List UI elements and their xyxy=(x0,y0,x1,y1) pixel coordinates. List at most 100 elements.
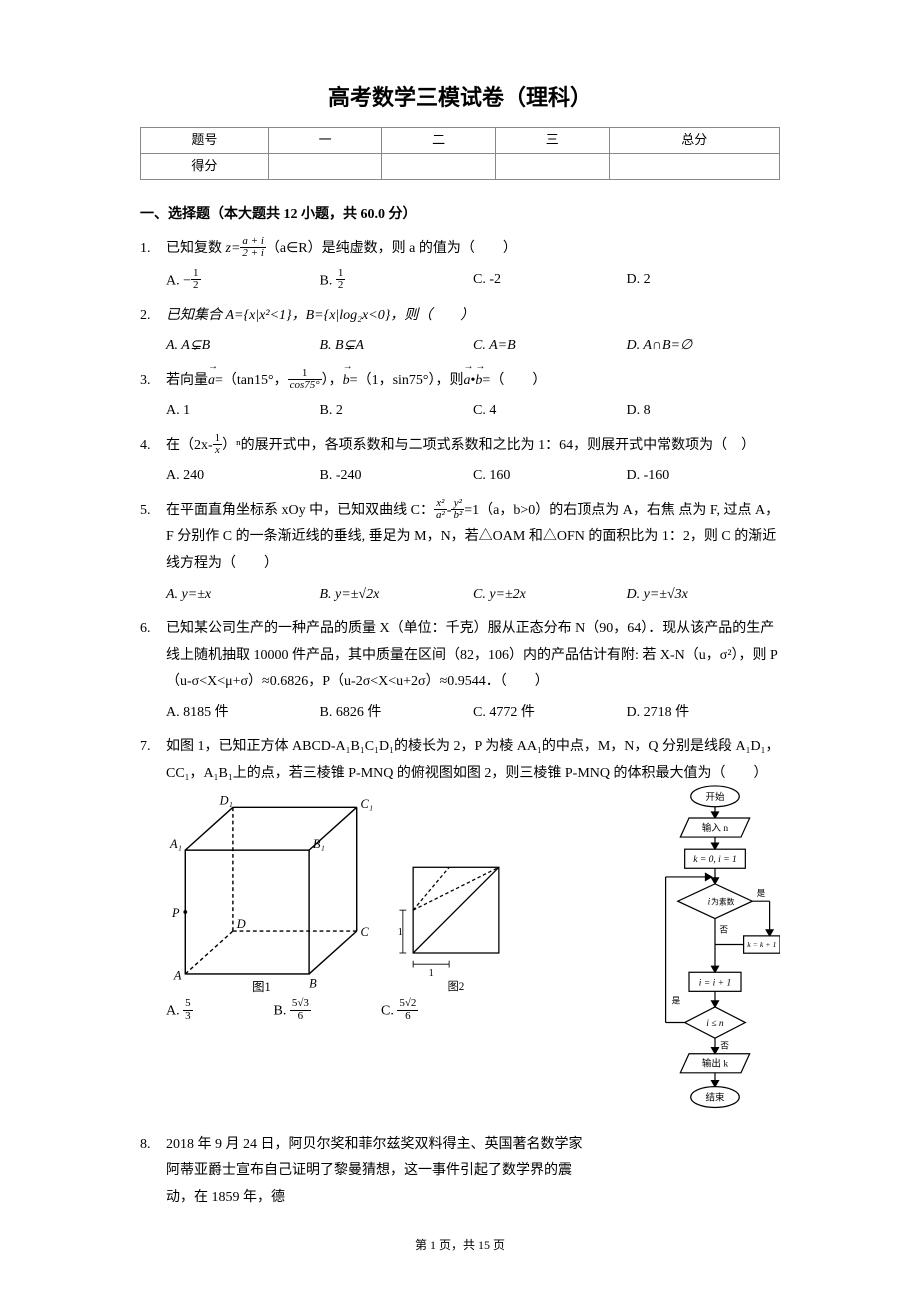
question-7: 7. 如图 1，已知正方体 ABCD-A₁B₁C₁D₁的棱长为 2，P 为棱 A… xyxy=(140,734,780,1122)
svg-text:A₁: A₁ xyxy=(169,838,182,852)
qnum: 5. xyxy=(140,498,166,522)
svg-text:k = 0, i = 1: k = 0, i = 1 xyxy=(693,856,737,866)
cube-svg: A B C D A₁ B₁ C₁ D₁ P 图1 xyxy=(166,793,376,993)
option-b: B. 6826 件 xyxy=(320,702,474,724)
stem: 若向量a=（tan15°，1cos75°），b=（1，sin75°），则a•b=… xyxy=(166,368,780,395)
stem: 在平面直角坐标系 xOy 中，已知双曲线 C：x²a²-y²b²=1（a，b>0… xyxy=(166,498,780,578)
svg-text:1: 1 xyxy=(429,968,434,979)
td-score-label: 得分 xyxy=(141,153,269,179)
option-d: D. A∩B=∅ xyxy=(627,335,781,357)
option-d: D. y=±√3x xyxy=(627,584,781,606)
option-d: D. 2718 件 xyxy=(627,702,781,724)
qnum: 6. xyxy=(140,616,166,640)
th-total: 总分 xyxy=(609,128,779,154)
option-d xyxy=(489,999,597,1023)
question-8: 8. 2018 年 9 月 24 日，阿贝尔奖和菲尔兹奖双料得主、英国著名数学家… xyxy=(140,1132,780,1218)
options: A. y=±x B. y=±√2x C. y=±2x D. y=±√3x xyxy=(166,584,780,606)
option-b: B. 5√36 xyxy=(274,999,382,1023)
stem: 已知某公司生产的一种产品的质量 X（单位：千克）服从正态分布 N（90，64）．… xyxy=(166,616,780,696)
option-a: A. 240 xyxy=(166,465,320,487)
question-6: 6. 已知某公司生产的一种产品的质量 X（单位：千克）服从正态分布 N（90，6… xyxy=(140,616,780,724)
stem: 已知复数 z=a + i2 + i（a∈R）是纯虚数，则 a 的值为（ ） xyxy=(166,236,780,263)
td-blank xyxy=(495,153,609,179)
options: A. A⊊B B. B⊊A C. A=B D. A∩B=∅ xyxy=(166,335,780,357)
qnum: 4. xyxy=(140,433,166,457)
option-c: C. 4 xyxy=(473,400,627,422)
svg-text:i ≤ n: i ≤ n xyxy=(706,1019,724,1029)
svg-text:输入 n: 输入 n xyxy=(702,822,728,834)
option-a: A. 53 xyxy=(166,999,274,1023)
qnum: 8. xyxy=(140,1132,166,1156)
stem: 在（2x-1x）ⁿ的展开式中，各项系数和与二项式系数和之比为 1：64，则展开式… xyxy=(166,433,780,460)
topview-svg: 1 1 图2 xyxy=(396,853,516,993)
score-table: 题号 一 二 三 总分 得分 xyxy=(140,127,780,180)
svg-text:B₁: B₁ xyxy=(313,838,325,852)
options: A. 8185 件 B. 6826 件 C. 4772 件 D. 2718 件 xyxy=(166,702,780,724)
svg-text:是: 是 xyxy=(757,888,766,898)
option-c: C. y=±2x xyxy=(473,584,627,606)
stem: 2018 年 9 月 24 日，阿贝尔奖和菲尔兹奖双料得主、英国著名数学家阿蒂亚… xyxy=(166,1132,586,1212)
svg-text:C: C xyxy=(361,925,370,939)
td-blank xyxy=(268,153,382,179)
options: A. 1 B. 2 C. 4 D. 8 xyxy=(166,400,780,422)
qnum: 7. xyxy=(140,734,166,758)
option-b: B. 12 xyxy=(320,269,474,293)
options: A. 53 B. 5√36 C. 5√26 xyxy=(166,999,596,1023)
option-d: D. -160 xyxy=(627,465,781,487)
td-blank xyxy=(609,153,779,179)
svg-text:是: 是 xyxy=(672,996,681,1006)
svg-text:i: i xyxy=(708,898,711,908)
option-b: B. y=±√2x xyxy=(320,584,474,606)
stem: 已知集合 A={x|x²<1}，B={x|log₂x<0}，则（ ） xyxy=(166,303,780,330)
svg-text:B: B xyxy=(309,977,317,991)
question-4: 4. 在（2x-1x）ⁿ的展开式中，各项系数和与二项式系数和之比为 1：64，则… xyxy=(140,433,780,488)
option-c: C. -2 xyxy=(473,269,627,293)
th-col1: 一 xyxy=(268,128,382,154)
question-2: 2. 已知集合 A={x|x²<1}，B={x|log₂x<0}，则（ ） A.… xyxy=(140,303,780,358)
svg-text:否: 否 xyxy=(719,925,728,935)
options: A. −12 B. 12 C. -2 D. 2 xyxy=(166,269,780,293)
qnum: 1. xyxy=(140,236,166,260)
svg-text:C₁: C₁ xyxy=(361,798,374,812)
qnum: 2. xyxy=(140,303,166,327)
th-label: 题号 xyxy=(141,128,269,154)
option-d: D. 2 xyxy=(627,269,781,293)
svg-text:A: A xyxy=(173,969,182,983)
option-c: C. 5√26 xyxy=(381,999,489,1023)
svg-text:图1: 图1 xyxy=(252,980,271,993)
th-col2: 二 xyxy=(382,128,496,154)
option-a: A. y=±x xyxy=(166,584,320,606)
page-footer: 第 1 页，共 15 页 xyxy=(140,1236,780,1255)
svg-text:1: 1 xyxy=(398,927,403,938)
option-a: A. 8185 件 xyxy=(166,702,320,724)
option-c: C. A=B xyxy=(473,335,627,357)
svg-text:P: P xyxy=(171,906,180,920)
svg-text:k = k + 1: k = k + 1 xyxy=(747,940,776,949)
svg-text:i = i + 1: i = i + 1 xyxy=(699,979,731,989)
svg-text:开始: 开始 xyxy=(705,791,725,803)
option-c: C. 160 xyxy=(473,465,627,487)
option-a: A. A⊊B xyxy=(166,335,320,357)
svg-text:D₁: D₁ xyxy=(219,794,233,808)
option-a: A. 1 xyxy=(166,400,320,422)
option-c: C. 4772 件 xyxy=(473,702,627,724)
question-3: 3. 若向量a=（tan15°，1cos75°），b=（1，sin75°），则a… xyxy=(140,368,780,423)
exam-title: 高考数学三模试卷（理科） xyxy=(140,80,780,115)
qnum: 3. xyxy=(140,368,166,392)
option-d: D. 8 xyxy=(627,400,781,422)
figure-1-2: A B C D A₁ B₁ C₁ D₁ P 图1 xyxy=(166,793,642,993)
svg-text:为素数: 为素数 xyxy=(711,897,735,907)
question-1: 1. 已知复数 z=a + i2 + i（a∈R）是纯虚数，则 a 的值为（ ）… xyxy=(140,236,780,293)
option-b: B. -240 xyxy=(320,465,474,487)
svg-text:图2: 图2 xyxy=(448,980,465,993)
section-head: 一、选择题（本大题共 12 小题，共 60.0 分） xyxy=(140,204,780,226)
svg-text:否: 否 xyxy=(720,1041,729,1051)
stem: 如图 1，已知正方体 ABCD-A₁B₁C₁D₁的棱长为 2，P 为棱 AA₁的… xyxy=(166,734,780,787)
svg-text:结束: 结束 xyxy=(705,1092,725,1104)
svg-text:D: D xyxy=(236,918,246,932)
option-a: A. −12 xyxy=(166,269,320,293)
th-col3: 三 xyxy=(495,128,609,154)
flowchart-figure: 开始 输入 n k = 0, i = 1 i 为素数 是 否 k = k + 1… xyxy=(650,783,780,1121)
td-blank xyxy=(382,153,496,179)
option-b: B. 2 xyxy=(320,400,474,422)
